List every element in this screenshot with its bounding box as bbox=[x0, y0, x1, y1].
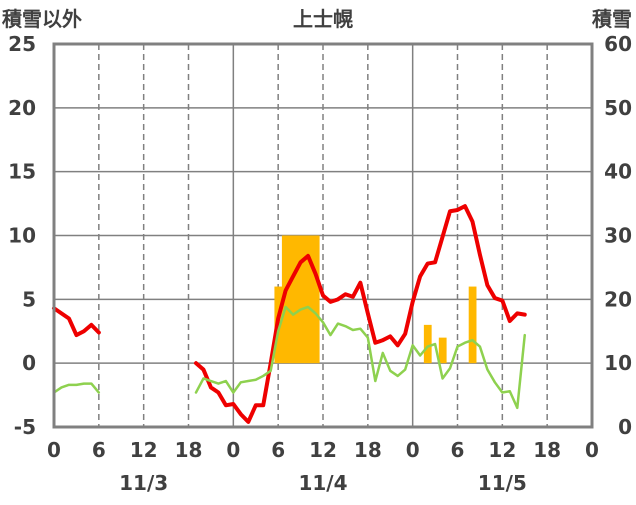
precipitation-bar bbox=[469, 287, 477, 364]
x-tick-hour: 18 bbox=[533, 438, 561, 462]
x-tick-hour: 6 bbox=[451, 438, 465, 462]
x-tick-hour: 12 bbox=[488, 438, 516, 462]
x-date-label: 11/5 bbox=[478, 471, 527, 495]
y-tick-left: 10 bbox=[8, 224, 36, 248]
y-tick-right: 40 bbox=[604, 160, 632, 184]
x-tick-hour: 0 bbox=[226, 438, 240, 462]
x-tick-hour: 12 bbox=[309, 438, 337, 462]
y-tick-right: 0 bbox=[618, 415, 632, 439]
x-tick-hour: 6 bbox=[271, 438, 285, 462]
x-tick-hour: 18 bbox=[175, 438, 203, 462]
y-tick-left: 0 bbox=[22, 351, 36, 375]
x-date-label: 11/3 bbox=[119, 471, 168, 495]
precipitation-bar bbox=[297, 236, 305, 364]
y-tick-right: 10 bbox=[604, 351, 632, 375]
precipitation-bar bbox=[289, 236, 297, 364]
x-tick-hour: 0 bbox=[585, 438, 599, 462]
y-tick-left: 20 bbox=[8, 96, 36, 120]
x-tick-hour: 0 bbox=[406, 438, 420, 462]
y-tick-right: 30 bbox=[604, 224, 632, 248]
y-tick-left: 5 bbox=[22, 287, 36, 311]
precipitation-bar bbox=[312, 236, 320, 364]
y-tick-left: 15 bbox=[8, 160, 36, 184]
y-tick-right: 50 bbox=[604, 96, 632, 120]
y-tick-right: 20 bbox=[604, 287, 632, 311]
y-tick-right: 60 bbox=[604, 32, 632, 56]
precipitation-bar bbox=[439, 338, 447, 364]
x-tick-hour: 18 bbox=[354, 438, 382, 462]
x-date-label: 11/4 bbox=[298, 471, 347, 495]
right-axis-label: 積雪 bbox=[592, 7, 632, 31]
chart-title: 上士幌 bbox=[293, 7, 353, 31]
x-tick-hour: 12 bbox=[130, 438, 158, 462]
x-tick-hour: 0 bbox=[47, 438, 61, 462]
left-axis-label: 積雪以外 bbox=[2, 7, 82, 31]
precipitation-bar bbox=[424, 325, 432, 363]
x-tick-hour: 6 bbox=[92, 438, 106, 462]
y-tick-left: 25 bbox=[8, 32, 36, 56]
y-tick-left: -5 bbox=[14, 415, 36, 439]
